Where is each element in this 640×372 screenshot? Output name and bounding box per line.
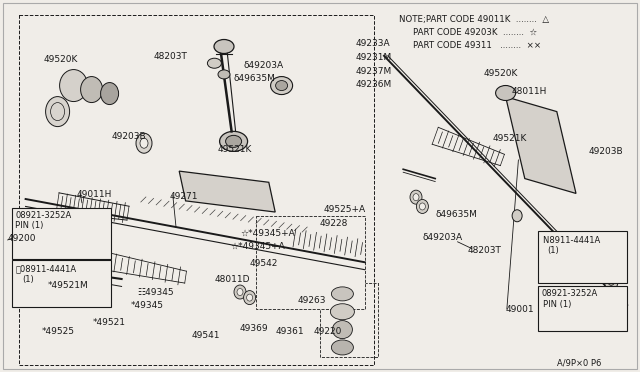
Ellipse shape <box>136 133 152 153</box>
Text: 49220: 49220 <box>314 327 342 336</box>
Bar <box>538 286 627 331</box>
Text: 48203T: 48203T <box>467 246 501 254</box>
Text: 49011H: 49011H <box>77 190 112 199</box>
Text: 49203B: 49203B <box>112 132 147 141</box>
Text: (1): (1) <box>22 275 34 283</box>
Text: 49203B: 49203B <box>589 147 623 156</box>
Text: 48203T: 48203T <box>154 52 188 61</box>
Ellipse shape <box>410 190 422 204</box>
Ellipse shape <box>332 287 353 301</box>
Text: 49231M: 49231M <box>355 53 392 62</box>
Ellipse shape <box>100 83 118 105</box>
Ellipse shape <box>30 262 40 274</box>
Text: 49237M: 49237M <box>355 67 392 76</box>
Ellipse shape <box>140 138 148 148</box>
Text: 49228: 49228 <box>320 219 348 228</box>
Text: δ49203A: δ49203A <box>243 61 284 70</box>
Text: 49233A: 49233A <box>355 39 390 48</box>
Text: PART CODE 49203K  ........  ☆: PART CODE 49203K ........ ☆ <box>413 28 537 37</box>
Text: 08921-3252A: 08921-3252A <box>541 289 598 298</box>
Ellipse shape <box>608 276 614 285</box>
Text: 49520K: 49520K <box>483 69 518 78</box>
Text: 49521K: 49521K <box>218 145 252 154</box>
Text: *49525: *49525 <box>42 327 75 336</box>
Text: ☆*49345+A: ☆*49345+A <box>240 229 295 238</box>
Text: PIN (1): PIN (1) <box>543 300 571 309</box>
Text: δ49203A: δ49203A <box>422 232 463 241</box>
Text: 49200: 49200 <box>8 234 36 243</box>
Text: N 8911-4441A: N 8911-4441A <box>543 236 600 245</box>
Text: 49001: 49001 <box>506 305 534 314</box>
Text: ☆*49345+A: ☆*49345+A <box>230 242 285 251</box>
Ellipse shape <box>220 131 248 151</box>
Text: δ49635M: δ49635M <box>234 74 275 83</box>
Ellipse shape <box>332 321 353 339</box>
Ellipse shape <box>81 77 102 103</box>
Text: A/9P×0 P6: A/9P×0 P6 <box>557 359 601 368</box>
Polygon shape <box>179 171 275 212</box>
Text: ☷49345: ☷49345 <box>138 288 174 297</box>
FancyArrowPatch shape <box>191 188 246 199</box>
Ellipse shape <box>246 294 253 301</box>
Text: 49263: 49263 <box>298 296 326 305</box>
Text: 49541: 49541 <box>192 331 221 340</box>
Text: *49345: *49345 <box>131 301 164 310</box>
Text: 48011D: 48011D <box>214 275 250 284</box>
Ellipse shape <box>512 210 522 222</box>
Ellipse shape <box>60 70 88 102</box>
Ellipse shape <box>419 203 426 210</box>
Text: *49521M: *49521M <box>48 281 89 290</box>
Ellipse shape <box>218 70 230 79</box>
Ellipse shape <box>413 194 419 201</box>
Ellipse shape <box>237 289 243 295</box>
Text: 48011H: 48011H <box>512 87 547 96</box>
Ellipse shape <box>565 239 587 267</box>
Ellipse shape <box>26 257 44 279</box>
Polygon shape <box>506 97 576 193</box>
Bar <box>320 283 378 357</box>
Ellipse shape <box>234 285 246 299</box>
Text: *49521: *49521 <box>93 318 126 327</box>
Text: 49542: 49542 <box>250 259 278 267</box>
Text: δ49635M: δ49635M <box>435 210 477 219</box>
Ellipse shape <box>271 77 292 94</box>
Text: 49520K: 49520K <box>44 55 78 64</box>
Ellipse shape <box>226 135 242 147</box>
Text: PART CODE 49311   ........  ××: PART CODE 49311 ........ ×× <box>413 41 541 50</box>
Bar <box>538 231 627 283</box>
Text: 08921-3252A: 08921-3252A <box>15 211 72 220</box>
Ellipse shape <box>276 81 287 90</box>
Ellipse shape <box>207 58 221 68</box>
Text: 49271: 49271 <box>170 192 198 201</box>
Text: 49521K: 49521K <box>493 134 527 143</box>
Ellipse shape <box>604 272 618 290</box>
Ellipse shape <box>332 340 353 355</box>
Ellipse shape <box>330 304 355 320</box>
Bar <box>19 15 374 365</box>
Text: 49369: 49369 <box>240 324 269 333</box>
Bar <box>256 216 365 309</box>
Text: (1): (1) <box>547 246 559 255</box>
Bar <box>12 208 111 259</box>
Text: PIN (1): PIN (1) <box>15 221 44 230</box>
Text: 49361: 49361 <box>275 327 304 336</box>
Ellipse shape <box>45 97 70 126</box>
Ellipse shape <box>214 39 234 54</box>
Ellipse shape <box>417 199 428 214</box>
Text: 49525+A: 49525+A <box>323 205 365 214</box>
Ellipse shape <box>244 291 255 305</box>
Bar <box>12 260 111 307</box>
Text: ⓝ08911-4441A: ⓝ08911-4441A <box>15 264 77 273</box>
Ellipse shape <box>86 250 100 267</box>
Ellipse shape <box>495 86 516 100</box>
Text: NOTE;PART CODE 49011K  ........  △: NOTE;PART CODE 49011K ........ △ <box>399 15 548 24</box>
Text: 49236M: 49236M <box>355 80 392 89</box>
